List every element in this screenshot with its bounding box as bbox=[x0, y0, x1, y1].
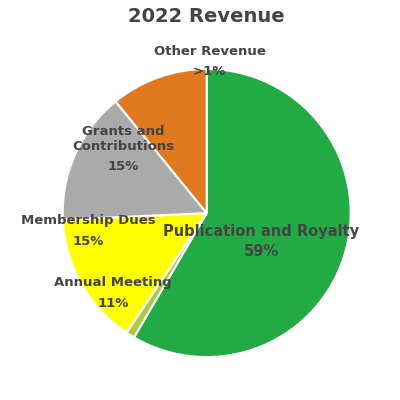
Wedge shape bbox=[63, 213, 207, 333]
Text: Grants and
Contributions: Grants and Contributions bbox=[72, 124, 174, 152]
Text: 59%: 59% bbox=[244, 244, 279, 259]
Text: Other Revenue: Other Revenue bbox=[154, 44, 266, 58]
Text: Annual Meeting: Annual Meeting bbox=[54, 276, 172, 289]
Text: 11%: 11% bbox=[97, 296, 129, 310]
Text: 15%: 15% bbox=[108, 160, 139, 173]
Wedge shape bbox=[126, 213, 207, 337]
Text: >1%: >1% bbox=[193, 65, 226, 78]
Text: Publication and Royalty: Publication and Royalty bbox=[163, 224, 360, 239]
Wedge shape bbox=[134, 69, 351, 357]
Text: 15%: 15% bbox=[73, 235, 104, 248]
Wedge shape bbox=[116, 69, 207, 213]
Title: 2022 Revenue: 2022 Revenue bbox=[128, 7, 285, 26]
Text: Membership Dues: Membership Dues bbox=[21, 214, 156, 228]
Wedge shape bbox=[63, 102, 207, 220]
